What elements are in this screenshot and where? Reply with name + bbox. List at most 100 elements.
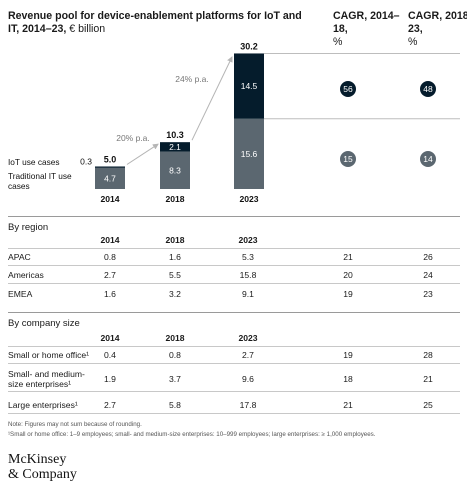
row-label: Small- and medium-size enterprises¹ bbox=[8, 369, 85, 389]
table-cell-cagr: 26 bbox=[423, 252, 433, 262]
mckinsey-logo: McKinsey & Company bbox=[8, 452, 77, 482]
growth-arrow-2018-2023 bbox=[191, 56, 233, 141]
table-cell-cagr: 28 bbox=[423, 350, 433, 360]
table-cell-cagr: 19 bbox=[343, 289, 353, 299]
table-cell-cagr: 21 bbox=[423, 374, 433, 384]
legend-traditional-line2: cases bbox=[8, 181, 30, 191]
table-cell-cagr: 19 bbox=[343, 350, 353, 360]
company-section-title: By company size bbox=[8, 318, 80, 329]
section-divider bbox=[8, 216, 460, 217]
column-header-2018: 2018 bbox=[165, 333, 185, 343]
category-label: 2018 bbox=[165, 194, 184, 204]
row-divider bbox=[8, 265, 460, 266]
table-cell-value: 5.8 bbox=[169, 400, 181, 410]
stacked-bar-chart: 4.7 5.0 2014 8.3 2.1 10.3 2018 15.6 14.5 30.2 2023… bbox=[8, 41, 460, 204]
table-cell-value: 2.7 bbox=[242, 350, 254, 360]
bar-value-label: 14.5 bbox=[241, 81, 258, 91]
row-divider bbox=[8, 391, 460, 392]
table-cell-value: 5.5 bbox=[169, 270, 181, 280]
logo-line-1: McKinsey bbox=[8, 452, 67, 467]
column-header-2014: 2014 bbox=[100, 333, 120, 343]
header-divider bbox=[8, 346, 460, 347]
bar-total-label: 30.2 bbox=[240, 41, 258, 51]
cagr-value: 14 bbox=[423, 154, 433, 164]
table-cell-value: 3.7 bbox=[169, 374, 181, 384]
cagr-header-label: CAGR, 2018–23, bbox=[408, 10, 467, 35]
bar-iot-2023 bbox=[234, 53, 264, 119]
table-cell-value: 15.8 bbox=[239, 270, 257, 280]
cagr-header-unit: % bbox=[408, 36, 418, 48]
row-divider bbox=[8, 363, 460, 364]
table-cell-cagr: 18 bbox=[343, 374, 353, 384]
table-cell-value: 1.6 bbox=[104, 289, 116, 299]
table-cell-value: 5.3 bbox=[242, 252, 254, 262]
column-header-2014: 2014 bbox=[100, 235, 120, 245]
region-section-title: By region bbox=[8, 222, 49, 233]
table-cell-cagr: 20 bbox=[343, 270, 353, 280]
bar-value-label-iot-2014: 0.3 bbox=[80, 156, 92, 166]
row-label: Large enterprises¹ bbox=[8, 400, 78, 410]
logo-line-2: & Company bbox=[8, 467, 77, 482]
row-divider bbox=[8, 283, 460, 284]
cagr-header-unit: % bbox=[333, 36, 343, 48]
cagr-circle bbox=[340, 151, 356, 167]
chart-title-unit: € billion bbox=[69, 23, 106, 35]
notes-divider bbox=[8, 413, 460, 414]
bar-total-label: 10.3 bbox=[166, 130, 184, 140]
table-cell-value: 1.9 bbox=[104, 374, 116, 384]
column-header-2023: 2023 bbox=[238, 235, 258, 245]
table-cell-cagr: 21 bbox=[343, 252, 353, 262]
note-footnote: ¹Small or home office: 1–9 employees; sm… bbox=[8, 431, 376, 438]
bar-value-label: 4.7 bbox=[104, 173, 116, 183]
bar-total-label: 5.0 bbox=[104, 154, 117, 164]
table-cell-value: 9.1 bbox=[242, 289, 254, 299]
cagr-value: 56 bbox=[343, 84, 353, 94]
table-cell-value: 17.8 bbox=[239, 400, 257, 410]
table-cell-cagr: 24 bbox=[423, 270, 433, 280]
bar-iot-2014 bbox=[95, 166, 125, 168]
growth-label-24pa: 24% p.a. bbox=[175, 74, 209, 84]
table-cell-value: 9.6 bbox=[242, 374, 254, 384]
bar-traditional-2023 bbox=[234, 118, 264, 189]
cagr-header-2014-18: CAGR, 2014–18, % bbox=[333, 10, 405, 49]
cagr-circle bbox=[420, 151, 436, 167]
row-label: Small or home office¹ bbox=[8, 350, 90, 360]
table-cell-value: 2.7 bbox=[104, 400, 116, 410]
header-divider bbox=[8, 248, 460, 249]
bar-iot-2018 bbox=[160, 142, 190, 152]
bar-value-label: 2.1 bbox=[169, 142, 181, 152]
row-label: APAC bbox=[8, 252, 31, 262]
table-cell-value: 1.6 bbox=[169, 252, 181, 262]
bar-traditional-2014 bbox=[95, 167, 125, 189]
column-header-2023: 2023 bbox=[238, 333, 258, 343]
legend-traditional-line1: Traditional IT use bbox=[8, 171, 72, 181]
table-cell-value: 3.2 bbox=[169, 289, 181, 299]
category-label: 2023 bbox=[239, 194, 258, 204]
table-cell-value: 0.8 bbox=[169, 350, 181, 360]
bar-value-label: 8.3 bbox=[169, 165, 181, 175]
chart-title: Revenue pool for device-enablement platf… bbox=[8, 10, 308, 36]
table-cell-value: 2.7 bbox=[104, 270, 116, 280]
growth-label-20pa: 20% p.a. bbox=[116, 133, 150, 143]
chart-title-text: Revenue pool for device-enablement platf… bbox=[8, 10, 302, 35]
table-cell-cagr: 21 bbox=[343, 400, 353, 410]
legend-iot-use-cases: IoT use cases bbox=[8, 157, 60, 167]
table-cell-cagr: 25 bbox=[423, 400, 433, 410]
cagr-header-label: CAGR, 2014–18, bbox=[333, 10, 400, 35]
row-label: Americas bbox=[8, 270, 44, 280]
cagr-header-2018-23: CAGR, 2018–23, % bbox=[408, 10, 467, 49]
table-cell-value: 0.8 bbox=[104, 252, 116, 262]
table-cell-cagr: 23 bbox=[423, 289, 433, 299]
cagr-value: 15 bbox=[343, 154, 353, 164]
cagr-circle bbox=[340, 81, 356, 97]
cagr-value: 48 bbox=[423, 84, 433, 94]
cagr-circle bbox=[420, 81, 436, 97]
bar-traditional-2018 bbox=[160, 151, 190, 189]
note-rounding: Note: Figures may not sum because of rou… bbox=[8, 421, 142, 428]
growth-arrow-2014-2018 bbox=[126, 143, 159, 165]
category-label: 2014 bbox=[100, 194, 119, 204]
column-header-2018: 2018 bbox=[165, 235, 185, 245]
bar-value-label: 15.6 bbox=[241, 149, 258, 159]
table-cell-value: 0.4 bbox=[104, 350, 116, 360]
row-label: EMEA bbox=[8, 289, 33, 299]
